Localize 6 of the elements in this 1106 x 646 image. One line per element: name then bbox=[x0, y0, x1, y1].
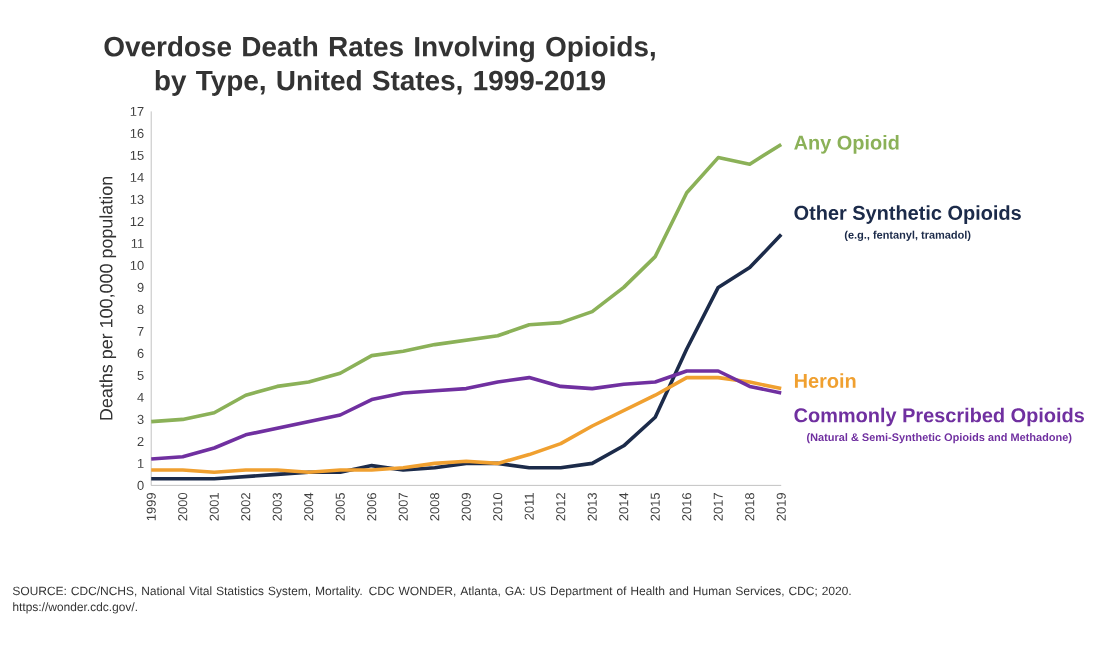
series-label: Commonly Prescribed Opioids bbox=[794, 407, 1085, 427]
series-label: Any Opioid bbox=[794, 135, 899, 154]
chart-title: Overdose Death Rates Involving Opioids, by Type, United States, 1999-2019 bbox=[104, 36, 655, 96]
series-label: Heroin bbox=[794, 373, 856, 388]
y-axis-title: Deaths per 100,000 population bbox=[99, 176, 117, 420]
series-label: Other Synthetic Opioids bbox=[794, 205, 1021, 224]
